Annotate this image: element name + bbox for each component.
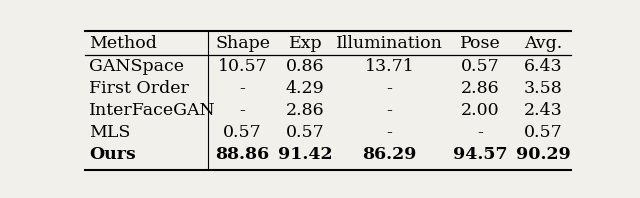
Text: 91.42: 91.42 bbox=[278, 146, 333, 163]
Text: 90.29: 90.29 bbox=[516, 146, 570, 163]
Text: -: - bbox=[387, 124, 392, 141]
Text: Avg.: Avg. bbox=[524, 35, 562, 52]
Text: 4.29: 4.29 bbox=[286, 80, 324, 97]
Text: -: - bbox=[239, 102, 246, 119]
Text: 13.71: 13.71 bbox=[365, 58, 414, 75]
Text: 2.43: 2.43 bbox=[524, 102, 563, 119]
Text: 0.57: 0.57 bbox=[223, 124, 262, 141]
Text: 0.86: 0.86 bbox=[286, 58, 324, 75]
Text: 2.86: 2.86 bbox=[286, 102, 324, 119]
Text: 0.57: 0.57 bbox=[461, 58, 500, 75]
Text: 0.57: 0.57 bbox=[524, 124, 563, 141]
Text: MLS: MLS bbox=[89, 124, 131, 141]
Text: Ours: Ours bbox=[89, 146, 136, 163]
Text: 94.57: 94.57 bbox=[453, 146, 508, 163]
Text: 2.00: 2.00 bbox=[461, 102, 500, 119]
Text: First Order: First Order bbox=[89, 80, 189, 97]
Text: Shape: Shape bbox=[215, 35, 270, 52]
Text: Method: Method bbox=[89, 35, 157, 52]
Text: -: - bbox=[387, 102, 392, 119]
Text: 2.86: 2.86 bbox=[461, 80, 500, 97]
Text: 6.43: 6.43 bbox=[524, 58, 563, 75]
Text: Exp: Exp bbox=[289, 35, 322, 52]
Text: -: - bbox=[387, 80, 392, 97]
Text: 3.58: 3.58 bbox=[524, 80, 563, 97]
Text: Pose: Pose bbox=[460, 35, 500, 52]
Text: 86.29: 86.29 bbox=[362, 146, 417, 163]
Text: Illumination: Illumination bbox=[336, 35, 443, 52]
Text: 88.86: 88.86 bbox=[216, 146, 269, 163]
Text: 10.57: 10.57 bbox=[218, 58, 268, 75]
Text: GANSpace: GANSpace bbox=[89, 58, 184, 75]
Text: -: - bbox=[239, 80, 246, 97]
Text: InterFaceGAN: InterFaceGAN bbox=[89, 102, 216, 119]
Text: 0.57: 0.57 bbox=[286, 124, 324, 141]
Text: -: - bbox=[477, 124, 483, 141]
